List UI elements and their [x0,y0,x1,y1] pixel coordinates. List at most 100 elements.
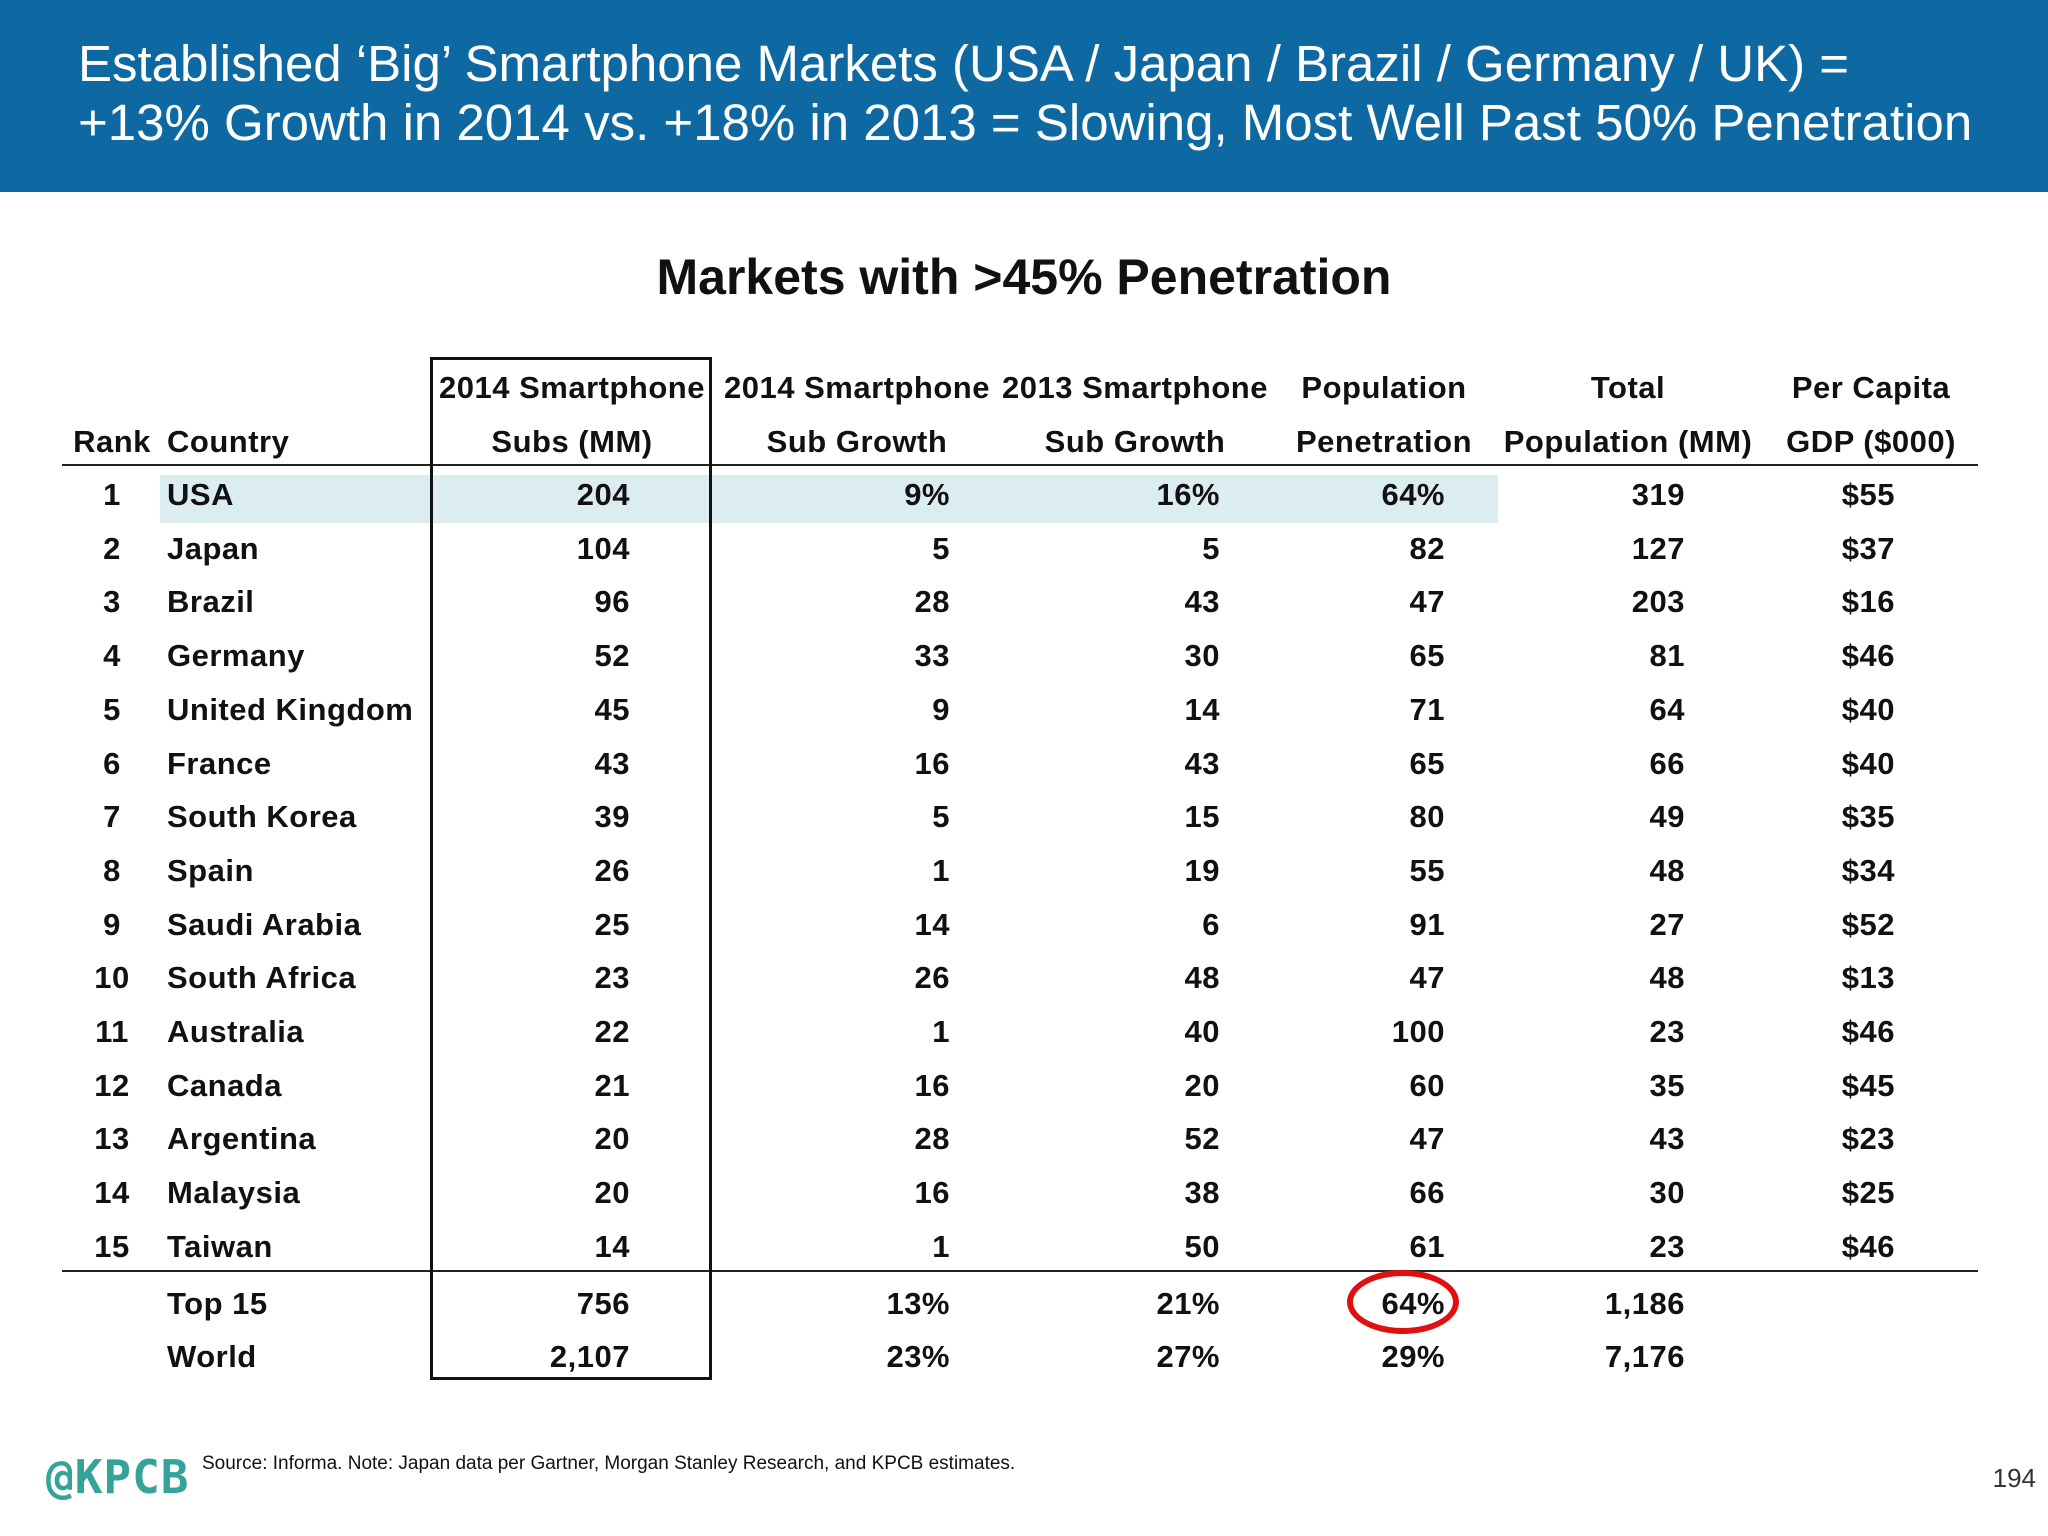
table-row-country-cell: Taiwan [167,1228,273,1264]
highlight-circle [1347,1270,1459,1334]
totals-rule [62,1270,1978,1272]
column-header-rank: Rank [73,424,151,459]
table-row-growth-2014-cell: 9 [932,691,950,727]
header-rule [62,464,1978,466]
table-row-growth-2014-cell: 16 [914,745,950,781]
table-row-total-population-cell: 319 [1631,477,1685,512]
subs-column-box [430,357,712,1380]
table-row-country-cell: USA [167,477,234,512]
kpcb-logo: @KPCB [46,1450,190,1504]
totals-row-growth-2014-cell: 23% [886,1339,950,1375]
column-header-growth-2013: Sub Growth [1044,424,1226,459]
table-row-subs-2014-cell: 20 [594,1175,630,1211]
table-row-penetration-cell: 71 [1409,691,1445,727]
usa-row-highlight [160,475,1498,523]
table-row-total-population-cell: 23 [1649,1228,1685,1264]
table-row-gdp-per-capita-cell: $23 [1841,1121,1895,1157]
table-row-growth-2014-cell: 1 [932,852,950,888]
table-row-total-population-cell: 203 [1631,584,1685,620]
table-row-rank-cell: 4 [103,638,121,674]
column-header-total-population: Population (MM) [1503,424,1753,459]
table-row-gdp-per-capita-cell: $46 [1841,1014,1895,1049]
table-row-gdp-per-capita-cell: $25 [1841,1175,1895,1211]
totals-row-country-cell: Top 15 [167,1285,268,1321]
table-row-penetration-cell: 47 [1409,960,1445,996]
table-row-gdp-per-capita-cell: $52 [1841,906,1895,942]
totals-row-growth-2014-cell: 13% [886,1285,950,1321]
table-row-rank-cell: 8 [103,852,121,888]
table-row-growth-2014-cell: 28 [914,584,950,620]
table-row-country-cell: Malaysia [167,1175,301,1211]
table-row-rank-cell: 6 [103,745,121,781]
table-row-growth-2014-cell: 1 [932,1228,950,1264]
column-header-growth-2013-line1: 2013 Smartphone [1002,370,1268,405]
table-row-rank-cell: 5 [103,691,121,727]
table-row-country-cell: Brazil [167,584,255,620]
column-header-country: Country [167,424,290,459]
table-row-gdp-per-capita-cell: $46 [1841,1228,1895,1264]
table-row-subs-2014-cell: 104 [576,530,630,566]
table-row-growth-2013-cell: 20 [1184,1067,1220,1103]
table-row-subs-2014-cell: 43 [594,745,630,781]
column-header-gdp-per-capita-line1: Per Capita [1791,370,1951,405]
table-row-gdp-per-capita-cell: $55 [1841,477,1895,512]
table-row-subs-2014-cell: 26 [594,852,630,888]
table-row-penetration-cell: 47 [1409,584,1445,620]
table-row-gdp-per-capita-cell: $37 [1841,530,1895,566]
table-row-growth-2014-cell: 5 [932,799,950,835]
table-row-penetration-cell: 47 [1409,1121,1445,1157]
table-row-penetration-cell: 100 [1391,1014,1445,1049]
table-row-penetration-cell: 60 [1409,1067,1445,1103]
column-header-penetration: Penetration [1295,424,1473,459]
table-row-country-cell: South Africa [167,960,357,996]
table-row-growth-2013-cell: 30 [1184,638,1220,674]
table-row-total-population-cell: 30 [1649,1175,1685,1211]
table-row-subs-2014-cell: 45 [594,691,630,727]
table-row-total-population-cell: 66 [1649,745,1685,781]
totals-row-subs-2014-cell: 2,107 [549,1339,630,1375]
totals-row-country-cell: World [167,1339,257,1375]
table-row-subs-2014-cell: 21 [594,1067,630,1103]
table-row-growth-2014-cell: 33 [914,638,950,674]
column-header-total-population-line1: Total [1590,370,1666,405]
table-row-penetration-cell: 61 [1409,1228,1445,1264]
table-row-penetration-cell: 55 [1409,852,1445,888]
table-row-total-population-cell: 27 [1649,906,1685,942]
table-row-growth-2013-cell: 19 [1184,852,1220,888]
totals-row-total-population-cell: 1,186 [1604,1285,1685,1321]
header-banner: Established ‘Big’ Smartphone Markets (US… [0,0,2048,192]
column-header-gdp-per-capita: GDP ($000) [1786,424,1956,459]
slide-title-line-2: +13% Growth in 2014 vs. +18% in 2013 = S… [78,94,1973,151]
table-row-country-cell: Saudi Arabia [167,906,362,942]
table-row-subs-2014-cell: 25 [594,906,630,942]
table-row-penetration-cell: 66 [1409,1175,1445,1211]
table-row-country-cell: Spain [167,852,254,888]
table-row-rank-cell: 14 [94,1175,130,1211]
column-header-growth-2014: Sub Growth [766,424,948,459]
totals-row-growth-2013-cell: 21% [1156,1285,1220,1321]
table-row-rank-cell: 1 [103,477,121,512]
table-row-subs-2014-cell: 96 [594,584,630,620]
table-row-rank-cell: 3 [103,584,121,620]
slide-title: Established ‘Big’ Smartphone Markets (US… [78,34,2018,152]
table-row-country-cell: Australia [167,1014,305,1049]
table-row-country-cell: Germany [167,638,305,674]
slide-title-line-1: Established ‘Big’ Smartphone Markets (US… [78,35,1850,92]
table-row-rank-cell: 15 [94,1228,130,1264]
table-row-growth-2013-cell: 38 [1184,1175,1220,1211]
column-header-penetration-line1: Population [1301,370,1467,405]
table-row-total-population-cell: 49 [1649,799,1685,835]
table-row-gdp-per-capita-cell: $13 [1841,960,1895,996]
table-row-growth-2014-cell: 14 [914,906,950,942]
table-row-penetration-cell: 82 [1409,530,1445,566]
table-row-country-cell: Argentina [167,1121,317,1157]
table-row-penetration-cell: 65 [1409,638,1445,674]
table-row-growth-2013-cell: 15 [1184,799,1220,835]
table-row-subs-2014-cell: 14 [594,1228,630,1264]
table-row-growth-2014-cell: 5 [932,530,950,566]
table-row-rank-cell: 7 [103,799,121,835]
table-row-subs-2014-cell: 20 [594,1121,630,1157]
table-row-growth-2014-cell: 16 [914,1067,950,1103]
table-row-rank-cell: 2 [103,530,121,566]
